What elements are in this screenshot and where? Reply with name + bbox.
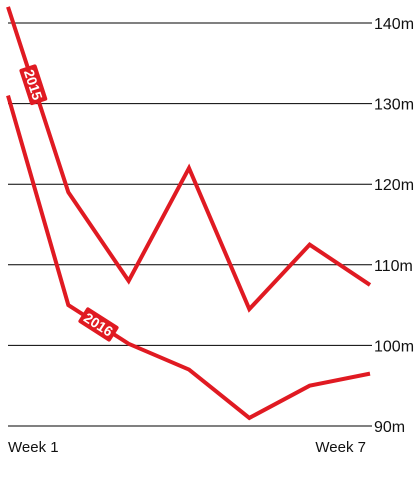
series-label-bg (78, 307, 119, 342)
series-2016: 2016 (6, 94, 371, 421)
y-tick-label: 130m (374, 97, 414, 114)
y-tick-label: 140m (374, 16, 414, 33)
y-tick-label: 120m (374, 177, 414, 194)
x-tick-label: Week 1 (8, 439, 59, 456)
series-2015: 2015 (6, 6, 372, 313)
y-tick-label: 90m (374, 419, 405, 436)
series-lines: 2015 2016 (6, 6, 372, 421)
y-axis-tick-labels: 90m 100m 110m 120m 130m 140m (374, 16, 414, 436)
x-axis-tick-labels: Week 1 Week 7 (8, 439, 366, 456)
grid-lines (8, 22, 372, 427)
series-label-2016: 2016 (78, 307, 119, 342)
series-line (6, 94, 371, 421)
y-tick-label: 110m (374, 258, 413, 275)
y-tick-label: 100m (374, 338, 414, 355)
series-label-2015: 2015 (19, 64, 48, 106)
x-tick-label: Week 7 (315, 439, 366, 456)
series-label-bg (19, 64, 48, 106)
series-line (6, 6, 372, 313)
